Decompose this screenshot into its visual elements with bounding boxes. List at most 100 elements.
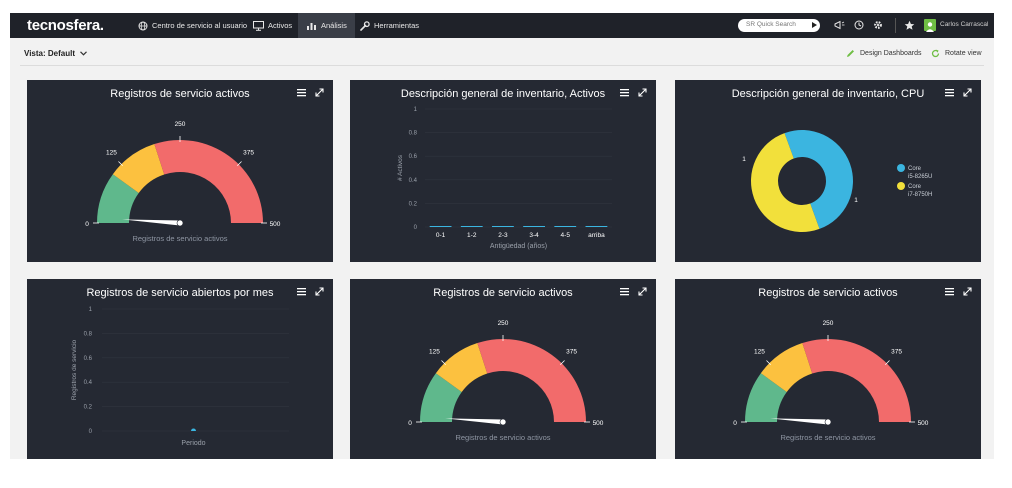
hamburger-menu-icon[interactable]	[945, 88, 954, 97]
y-tick-label: 0.2	[409, 201, 418, 207]
nav-item-service-desk[interactable]: Centro de servicio al usuario	[132, 13, 253, 38]
gear-icon[interactable]	[872, 19, 884, 31]
widget-title: Registros de servicio abiertos por mes	[86, 287, 274, 299]
nav-item-analysis[interactable]: Análisis	[298, 13, 355, 38]
y-tick-label: 0.4	[409, 178, 418, 184]
gauge-band-2	[154, 140, 263, 223]
y-axis-label: Registros de servicio	[71, 339, 78, 400]
quick-search-input[interactable]: SR Quick Search	[738, 19, 820, 32]
gauge-caption: Registros de servicio activos	[455, 433, 550, 442]
gauge-tick-label: 0	[85, 221, 89, 228]
expand-icon[interactable]	[315, 287, 324, 296]
widget-active-service-records-3: Registros de servicio activos 0 125 250 375…	[675, 279, 981, 459]
widget-inventory-cpu: Descripción general de inventario, CPU 1…	[675, 80, 981, 262]
slice-label: 1	[854, 197, 858, 204]
gauge-tick-label: 500	[918, 420, 929, 427]
search-go-icon[interactable]	[812, 22, 817, 28]
x-tick-label: 3-4	[529, 232, 539, 239]
data-point	[191, 428, 196, 431]
globe-icon	[138, 21, 148, 30]
refresh-icon	[931, 49, 940, 58]
expand-icon[interactable]	[638, 88, 647, 97]
rotate-view-label: Rotate view	[945, 50, 982, 57]
expand-icon[interactable]	[963, 88, 972, 97]
wrench-icon	[360, 20, 370, 31]
top-bar-divider	[895, 18, 896, 33]
hamburger-menu-icon[interactable]	[620, 88, 629, 97]
gauge-band-1	[435, 343, 488, 393]
gauge-band-0	[420, 373, 462, 422]
gauge-band-1	[760, 343, 813, 393]
y-tick-label: 0.8	[409, 131, 418, 137]
y-tick-label: 0	[414, 225, 418, 231]
star-icon[interactable]	[903, 19, 915, 31]
x-tick-label: 4-5	[561, 232, 571, 239]
y-tick-label: 1	[89, 307, 93, 313]
gauge-tick-mark	[118, 161, 124, 167]
y-axis-label: # Activos	[397, 154, 404, 181]
gauge-needle-hub	[499, 418, 507, 426]
nav-item-label: Centro de servicio al usuario	[152, 21, 248, 30]
hamburger-menu-icon[interactable]	[945, 287, 954, 296]
x-tick-label: 1-2	[467, 232, 477, 239]
y-tick-label: 0.2	[84, 405, 93, 411]
chevron-down-icon	[80, 51, 87, 56]
nav-item-label: Análisis	[321, 21, 347, 30]
gauge-tick-label: 125	[754, 348, 765, 355]
gauge-caption: Registros de servicio activos	[780, 433, 875, 442]
donut-chart: 1 1 Core i5-8265U Core i7-8750H	[742, 130, 932, 232]
widget-inventory-assets: Descripción general de inventario, Activ…	[350, 80, 656, 262]
legend-label: i5-8265U	[908, 174, 932, 180]
gauge-tick-label: 375	[566, 348, 577, 355]
hamburger-menu-icon[interactable]	[297, 287, 306, 296]
nav-item-tools[interactable]: Herramientas	[354, 13, 425, 38]
expand-icon[interactable]	[315, 88, 324, 97]
clock-icon[interactable]	[853, 19, 865, 31]
gauge-chart: 0 125 250 375 500 Registros de servicio activ…	[733, 320, 929, 442]
bar	[523, 226, 545, 227]
gauge-band-0	[745, 373, 787, 422]
gauge-tick-label: 375	[891, 348, 902, 355]
bar	[429, 226, 452, 227]
widget-active-service-records: Registros de servicio activos 0 125 250 375…	[27, 80, 333, 262]
expand-icon[interactable]	[638, 287, 647, 296]
bar-chart: 0 0.2 0.4 0.6 0.8 1 0-1 1-2 2-3 3-4 4-5 arriba Antig…	[397, 107, 612, 250]
gauge-tick-label: 250	[175, 121, 186, 128]
design-dashboards-button[interactable]: Design Dashboards	[846, 49, 921, 58]
gauge-tick-label: 0	[733, 420, 737, 427]
widget-title: Descripción general de inventario, Activ…	[400, 88, 606, 100]
brand-logo[interactable]: tecnosfera.	[27, 17, 104, 34]
monitor-icon	[253, 20, 264, 31]
expand-icon[interactable]	[963, 287, 972, 296]
hamburger-menu-icon[interactable]	[297, 88, 306, 97]
x-axis-label: Periodo	[181, 440, 205, 447]
gauge-tick-mark	[441, 360, 447, 366]
bar	[554, 226, 577, 227]
x-tick-label: 2-3	[498, 232, 508, 239]
view-selector[interactable]: Vista: Default	[24, 49, 87, 58]
gauge-tick-label: 0	[408, 420, 412, 427]
gauge-tick-label: 250	[498, 320, 509, 327]
pencil-icon	[847, 50, 854, 57]
nav-item-assets[interactable]: Activos	[247, 13, 298, 38]
y-tick-label: 0.4	[84, 380, 93, 386]
gauge-tick-mark	[766, 360, 772, 366]
hamburger-menu-icon[interactable]	[620, 287, 629, 296]
x-axis-label: Antigüedad (años)	[490, 243, 547, 250]
rotate-view-button[interactable]: Rotate view	[931, 49, 982, 58]
scatter-chart: 0 0.2 0.4 0.6 0.8 1 Periodo Registros de servic…	[71, 307, 289, 447]
gauge-needle	[122, 219, 181, 226]
user-avatar[interactable]	[924, 19, 936, 32]
gauge-tick-label: 125	[106, 149, 117, 156]
gauge-chart: 0 125 250 375 500 Registros de servicio activ…	[408, 320, 604, 442]
legend-label: Core	[908, 184, 922, 190]
megaphone-icon[interactable]	[833, 19, 845, 31]
quick-search-placeholder: SR Quick Search	[746, 21, 796, 28]
y-tick-label: 1	[414, 107, 418, 113]
legend-label: Core	[908, 166, 922, 172]
gauge-tick-label: 375	[243, 149, 254, 156]
user-name[interactable]: Carlos Carrascal	[940, 21, 989, 28]
legend-swatch	[897, 182, 905, 190]
nav-item-label: Herramientas	[374, 21, 420, 30]
y-tick-label: 0.6	[409, 154, 418, 160]
